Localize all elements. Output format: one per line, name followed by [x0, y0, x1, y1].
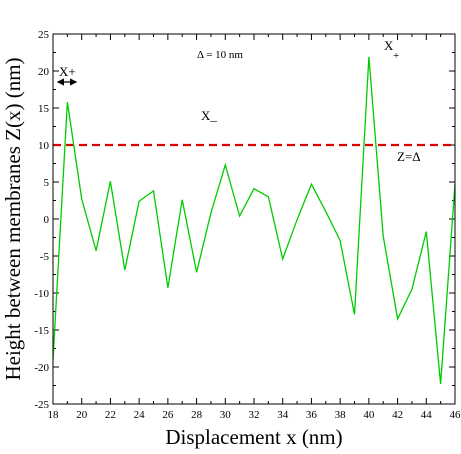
x-tick-label: 44: [421, 409, 433, 421]
y-tick-label: 10: [38, 140, 50, 152]
y-tick-label: 0: [44, 214, 50, 226]
x-tick-label: 20: [76, 409, 88, 421]
x-tick-label: 40: [363, 409, 375, 421]
y-tick-label: 20: [38, 66, 50, 78]
y-tick-label: -15: [34, 325, 49, 337]
y-tick-label: 5: [44, 177, 50, 189]
annotation-x-plus-right-sub: +: [393, 50, 399, 62]
x-tick-label: 18: [48, 409, 60, 421]
y-tick-label: 25: [38, 29, 50, 41]
y-tick-label: -20: [34, 362, 49, 374]
x-tick-label: 28: [191, 409, 203, 421]
x-tick-label: 38: [335, 409, 347, 421]
x-tick-label: 34: [277, 409, 289, 421]
x-tick-label: 42: [392, 409, 403, 421]
annotation-x-minus: X_: [201, 108, 217, 123]
series-group: [52, 56, 456, 385]
annotation-delta: Δ = 10 nm: [197, 49, 243, 61]
y-tick-label: 15: [38, 103, 50, 115]
x-tick-label: 22: [105, 409, 116, 421]
x-tick-label: 32: [249, 409, 260, 421]
plot-frame: [52, 33, 456, 405]
annotation-x-plus-right: X: [384, 38, 394, 53]
y-axis-label: Height between membranes Z(x) (nm): [1, 57, 25, 380]
axis-ticks: 18 20 22 24 26 28 30 32 34 36 38 40 42 44 46 -25 -20 -15 -…: [34, 29, 461, 421]
x-tick-label: 46: [450, 409, 461, 421]
y-tick-label: -5: [40, 251, 50, 263]
x-tick-label: 30: [220, 409, 232, 421]
annotation-z-delta: Z=Δ: [397, 149, 421, 164]
x-axis-label: Displacement x (nm): [165, 425, 342, 449]
x-tick-label: 36: [306, 409, 318, 421]
x-tick-label: 26: [162, 409, 174, 421]
x-tick-label: 24: [134, 409, 146, 421]
series-line: [52, 56, 456, 385]
annotation-x-plus-left: X+: [59, 64, 76, 79]
y-tick-label: -10: [34, 288, 49, 300]
y-tick-label: -25: [34, 399, 49, 411]
